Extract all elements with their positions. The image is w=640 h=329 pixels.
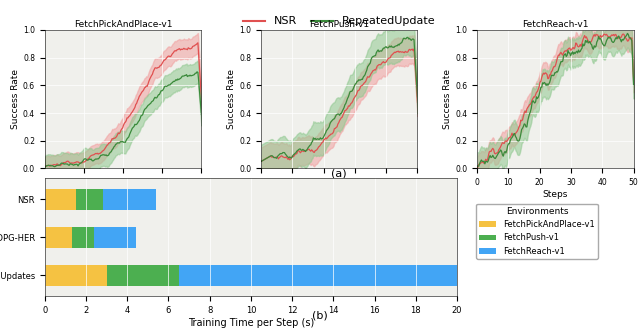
Text: (b): (b) bbox=[312, 311, 328, 321]
Text: (a): (a) bbox=[332, 168, 347, 178]
Bar bbox=[45, 189, 76, 210]
X-axis label: Training Time per Step (s): Training Time per Step (s) bbox=[188, 317, 314, 328]
Bar bbox=[107, 265, 179, 286]
X-axis label: Steps: Steps bbox=[326, 190, 352, 199]
Bar bbox=[102, 189, 156, 210]
Title: FetchPickAndPlace-v1: FetchPickAndPlace-v1 bbox=[74, 20, 172, 29]
Bar bbox=[72, 227, 94, 248]
Y-axis label: Success Rate: Success Rate bbox=[11, 69, 20, 129]
Bar bbox=[179, 265, 457, 286]
Bar bbox=[45, 227, 72, 248]
Y-axis label: Success Rate: Success Rate bbox=[227, 69, 236, 129]
Y-axis label: Success Rate: Success Rate bbox=[444, 69, 452, 129]
Title: FetchPush-v1: FetchPush-v1 bbox=[309, 20, 369, 29]
X-axis label: Steps: Steps bbox=[543, 190, 568, 199]
Title: FetchReach-v1: FetchReach-v1 bbox=[522, 20, 589, 29]
Legend: NSR, RepeatedUpdate: NSR, RepeatedUpdate bbox=[239, 12, 440, 31]
X-axis label: Steps: Steps bbox=[111, 190, 136, 199]
Bar bbox=[76, 189, 102, 210]
Bar bbox=[45, 265, 107, 286]
Bar bbox=[94, 227, 136, 248]
Legend: FetchPickAndPlace-v1, FetchPush-v1, FetchReach-v1: FetchPickAndPlace-v1, FetchPush-v1, Fetc… bbox=[476, 204, 598, 259]
